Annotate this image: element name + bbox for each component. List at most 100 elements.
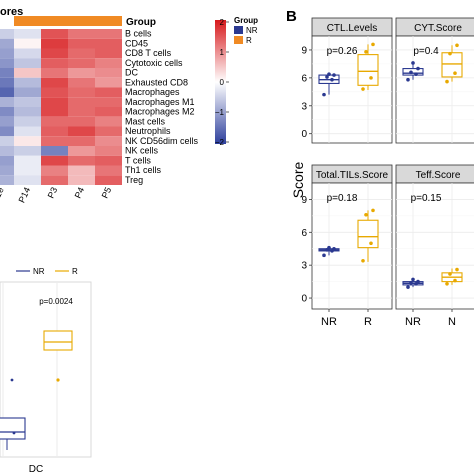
heatmap-row-label: Exhausted CD8 [125,77,188,87]
data-point [361,258,365,263]
heatmap-cell [41,136,68,146]
heatmap-cell [68,175,95,185]
legend-group-title: Group [234,16,258,25]
heatmap-row-label: Mast cells [125,116,166,126]
data-point [322,92,326,97]
data-point [371,42,375,47]
heatmap-cell [0,77,14,88]
data-point [445,282,449,286]
y-tick-label: 3 [301,101,307,112]
y-tick-label: 3 [301,261,307,272]
box-r [357,54,379,86]
data-point [414,72,418,76]
heatmap-cell [68,146,95,156]
heatmap-cell [68,97,95,107]
group-annotation-label: Group [126,17,156,28]
panel-c-point-nr [10,378,14,382]
heatmap-row-label: Neutrophils [125,126,171,136]
colorbar-tick-label: −2 [215,138,225,147]
heatmap-cell [68,165,95,176]
heatmap-cell [41,155,68,166]
data-point [448,51,452,56]
panel-c-pvalue: p=0.0024 [39,297,73,306]
data-point [369,241,373,246]
heatmap-cell [95,58,122,68]
heatmap-cell [14,155,41,166]
x-tick-label: NR [321,316,337,328]
box-r [441,52,463,78]
heatmap-cell [41,87,68,98]
heatmap-cell [95,48,122,59]
heatmap-row-label: Macrophages M2 [125,107,195,117]
panel-c-xlabel: DC [29,464,43,474]
heatmap-cell [14,38,41,49]
heatmap-row-label: Th1 cells [125,165,162,175]
y-tick-label: 6 [301,73,307,84]
heatmap-cell [41,116,68,127]
data-point [406,285,410,289]
heatmap-cell [0,175,14,185]
panel-c-legend-r: R [72,267,78,276]
heatmap-cell [95,77,122,88]
heatmap-cell [68,58,95,68]
heatmap-cell [0,58,14,68]
data-point [332,246,336,251]
heatmap-cell [95,97,122,107]
heatmap-row-label: NK CD56dim cells [125,136,199,146]
heatmap-cell [14,97,41,107]
data-point [445,79,449,84]
panel-c-point-nr [12,431,16,435]
heatmap-row-label: CD8 T cells [125,48,172,58]
heatmap-cell [14,29,41,39]
heatmap-cell [14,136,41,146]
facet-pvalue: p=0.18 [327,193,358,204]
panel-c: NR R p=0.0024 DC [0,267,92,474]
data-point [455,267,459,272]
heatmap-cell [0,126,14,137]
heatmap-cell [14,68,41,78]
heatmap-cell [41,77,68,88]
heatmap-cell [68,48,95,59]
heatmap-cell [41,48,68,59]
heatmap-cell [95,116,122,127]
heatmap-cell [68,77,95,88]
data-point [364,50,368,54]
data-point [332,73,336,77]
data-point [406,77,410,82]
heatmap-cell [41,58,68,68]
data-point [411,61,415,65]
heatmap-cell [0,107,14,117]
data-point [322,253,326,258]
heatmap-cell [95,68,122,78]
heatmap-cell [41,38,68,49]
heatmap-cell [68,87,95,98]
heatmap-cell [95,107,122,117]
box-nr [402,68,424,76]
facet-plot-area [311,182,393,310]
x-tick-label: N [448,316,456,328]
heatmap-row-label: T cells [125,155,151,165]
heatmap-cell [0,87,14,98]
heatmap-row-label: B cells [125,29,152,39]
heatmap-cell [68,116,95,127]
x-tick-label: NR [405,316,421,328]
heatmap-row-label: Macrophages M1 [125,97,195,107]
data-point [327,245,331,250]
heatmap-cell [95,175,122,185]
heatmap-cells [0,29,122,185]
heatmap-cell [95,146,122,156]
heatmap-cell [68,107,95,117]
heatmap-cell [41,68,68,78]
colorbar-tick-label: 2 [220,18,225,27]
heatmap-cell [14,58,41,68]
heatmap-cell [0,146,14,156]
heatmap-cell [41,107,68,117]
heatmap-cell [0,97,14,107]
heatmap-column-label: P5 [100,186,114,200]
panel-c-legend-nr: NR [33,267,45,276]
heatmap-cell [14,165,41,176]
heatmap-cell [68,136,95,146]
data-point [453,71,457,76]
facet-title: Total.TILs.Score [316,170,389,181]
facet-title: Teff.Score [416,170,461,181]
